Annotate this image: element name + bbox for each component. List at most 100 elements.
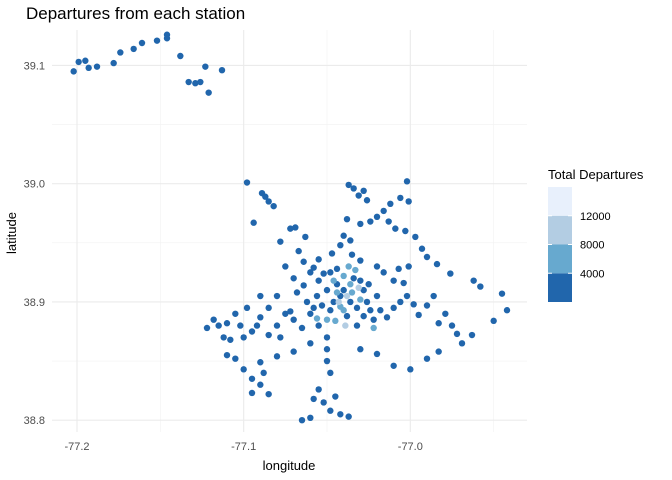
station-point [313, 292, 321, 300]
station-point [215, 322, 222, 329]
station-point [332, 393, 339, 400]
station-point [310, 395, 317, 403]
x-axis-tick-labels: -77.2 -77.1 -77.0 [64, 441, 422, 453]
station-point [93, 63, 101, 70]
station-point [82, 57, 89, 64]
station-point [243, 179, 251, 186]
station-point [320, 399, 327, 406]
station-point [290, 348, 297, 355]
station-point [387, 200, 394, 208]
station-point [365, 281, 372, 288]
station-point [447, 270, 454, 277]
station-point [85, 64, 92, 72]
station-point [350, 185, 357, 192]
station-point [185, 78, 192, 86]
station-point [223, 320, 231, 327]
legend-title: Total Departures [548, 167, 644, 182]
station-point [323, 286, 331, 294]
station-point [403, 178, 411, 185]
station-point [328, 250, 336, 257]
station-point [320, 270, 327, 277]
station-point [293, 289, 301, 296]
station-point [355, 284, 362, 291]
station-point [290, 316, 297, 323]
station-point [232, 355, 239, 362]
station-point [315, 277, 322, 284]
data-points [70, 31, 511, 424]
station-point [307, 340, 314, 347]
y-tick-label: 39.0 [24, 179, 45, 191]
station-point [257, 359, 264, 366]
station-point [345, 181, 352, 189]
station-point [232, 310, 239, 317]
station-point [367, 218, 374, 225]
station-point [273, 292, 281, 300]
legend-break-label: 8000 [580, 240, 604, 252]
station-point [498, 290, 506, 297]
station-point [477, 283, 484, 290]
station-point [340, 232, 347, 239]
station-point [373, 213, 381, 221]
station-point [117, 49, 124, 56]
grid-lines [52, 30, 527, 432]
station-point [412, 233, 419, 241]
station-point [327, 407, 334, 414]
station-point [347, 281, 354, 288]
station-point [70, 68, 77, 75]
station-point [75, 58, 82, 66]
x-tick-label: -77.0 [398, 441, 423, 453]
legend-colorbar [548, 187, 572, 302]
station-point [355, 192, 362, 199]
station-point [277, 238, 284, 245]
station-point [260, 369, 267, 377]
station-point [257, 314, 264, 321]
station-point [340, 286, 347, 294]
station-point [303, 298, 311, 306]
station-point [300, 282, 307, 289]
station-point [277, 334, 284, 341]
station-point [257, 381, 264, 388]
station-point [302, 233, 309, 241]
station-point [307, 414, 314, 422]
station-point [227, 336, 234, 343]
station-point [383, 314, 391, 321]
y-axis-tick-labels: 38.8 38.9 39.0 39.1 [24, 60, 45, 427]
station-point [220, 334, 227, 341]
station-point [347, 237, 354, 244]
station-point [352, 266, 359, 274]
station-point [397, 194, 404, 202]
station-point [343, 312, 351, 320]
station-point [287, 308, 294, 315]
station-point [357, 220, 364, 228]
station-point [340, 272, 347, 280]
station-point [310, 304, 317, 312]
station-point [163, 35, 171, 42]
station-point [298, 324, 306, 332]
station-point [130, 45, 137, 53]
station-point [490, 317, 497, 325]
station-point [265, 331, 272, 339]
station-point [418, 245, 426, 252]
station-point [403, 292, 411, 300]
station-point [210, 316, 217, 323]
station-point [397, 298, 404, 306]
legend: Total Departures 4000 8000 12000 [548, 167, 644, 302]
station-point [357, 257, 364, 264]
station-point [248, 328, 256, 335]
station-point [357, 346, 364, 353]
station-point [332, 317, 339, 325]
station-point [333, 265, 341, 273]
station-point [307, 269, 314, 276]
station-point [197, 78, 204, 86]
station-point [205, 89, 212, 96]
station-point [373, 292, 381, 300]
station-point [273, 353, 281, 360]
legend-labels: 4000 8000 12000 [580, 211, 611, 281]
y-tick-label: 38.8 [24, 415, 45, 427]
station-point [282, 310, 289, 317]
station-point [177, 52, 184, 60]
station-point [423, 302, 431, 309]
station-point [243, 304, 251, 312]
station-point [442, 310, 449, 317]
